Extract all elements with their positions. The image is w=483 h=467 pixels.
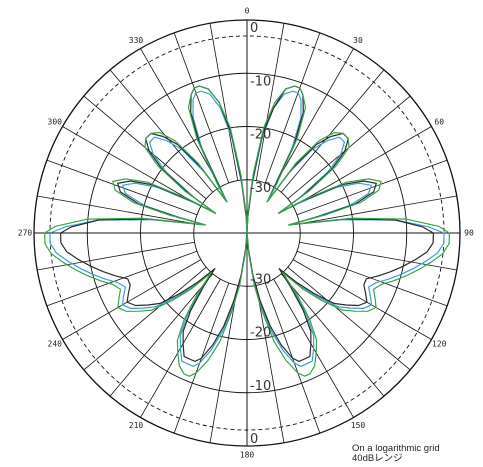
grid-spoke — [255, 23, 285, 181]
series-line-3 — [44, 85, 450, 377]
grid-spoke — [280, 69, 385, 193]
angle-label: 300 — [48, 118, 63, 127]
grid-spoke — [292, 126, 432, 207]
angle-label: 90 — [464, 229, 474, 238]
grid-spoke — [140, 48, 221, 188]
angle-label: 210 — [129, 421, 144, 430]
angle-label: 330 — [129, 36, 144, 45]
angle-label: 120 — [432, 340, 447, 349]
radial-label: -10 — [250, 379, 271, 394]
grid-spoke — [209, 285, 239, 443]
grid-spoke — [109, 69, 214, 193]
radial-label: -20 — [250, 128, 271, 143]
angle-label: 30 — [353, 36, 363, 45]
radial-label: -30 — [250, 272, 271, 287]
angle-label: 60 — [434, 118, 444, 127]
grid-spoke — [37, 195, 195, 225]
grid-spoke — [62, 259, 202, 340]
radial-label: -20 — [250, 326, 271, 341]
radial-label: -10 — [250, 74, 271, 89]
grid-spoke — [299, 195, 457, 225]
angle-label: 150 — [351, 421, 366, 430]
grid-spoke — [209, 23, 239, 181]
grid-spoke — [46, 250, 198, 307]
grid-spoke — [296, 159, 448, 216]
grid-spoke — [255, 285, 285, 443]
angle-label: 180 — [240, 451, 255, 460]
grid-spoke — [83, 266, 207, 371]
grid-spoke — [299, 241, 457, 271]
grid-spoke — [62, 126, 202, 207]
grid-spoke — [46, 159, 198, 216]
grid-spoke — [109, 273, 214, 397]
grid-spoke — [296, 250, 448, 307]
radial-label: -30 — [250, 181, 271, 196]
annotation-line-2: 40dBレンジ — [352, 453, 403, 464]
annotation-line-1: On a logarithmic grid — [352, 443, 440, 454]
label-layer: 0 30 60 90 120 150 180 210 240 270 300 330 0 -10 -20 -3… — [18, 7, 474, 460]
grid-spoke — [173, 32, 230, 184]
polar-grid — [33, 19, 461, 447]
angle-label: 0 — [245, 7, 250, 16]
radial-label: 0 — [250, 432, 258, 447]
angle-label: 270 — [18, 229, 33, 238]
grid-spoke — [273, 48, 354, 188]
series-layer — [44, 85, 450, 377]
grid-spoke — [287, 266, 411, 371]
grid-spoke — [292, 259, 432, 340]
angle-label: 240 — [48, 340, 63, 349]
grid-spoke — [280, 273, 385, 397]
annotation: On a logarithmic grid 40dBレンジ — [352, 444, 440, 464]
grid-spoke — [37, 241, 195, 271]
radial-label: 0 — [250, 21, 258, 36]
grid-spoke — [264, 32, 321, 184]
